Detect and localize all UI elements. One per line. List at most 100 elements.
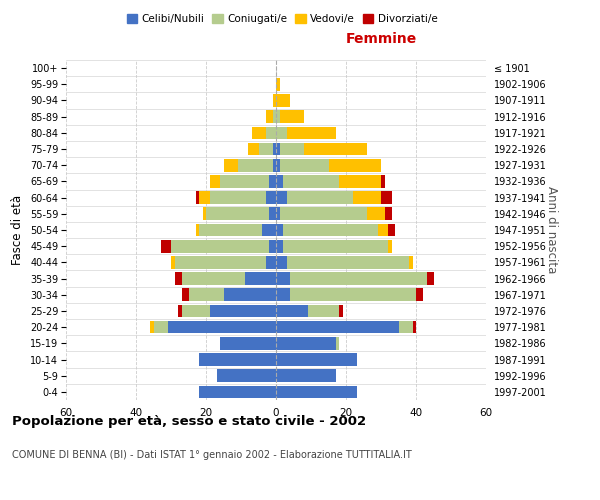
- Bar: [287, 126, 335, 139]
- Bar: [283, 240, 388, 252]
- Bar: [182, 288, 188, 301]
- Bar: [427, 272, 433, 285]
- Bar: [269, 175, 276, 188]
- Bar: [276, 370, 335, 382]
- Y-axis label: Anni di nascita: Anni di nascita: [545, 186, 557, 274]
- Bar: [199, 386, 276, 398]
- Bar: [206, 208, 269, 220]
- Bar: [269, 240, 276, 252]
- Bar: [329, 159, 381, 172]
- Bar: [199, 353, 276, 366]
- Bar: [276, 192, 287, 204]
- Bar: [381, 192, 392, 204]
- Bar: [304, 142, 367, 156]
- Bar: [262, 224, 276, 236]
- Text: Popolazione per età, sesso e stato civile - 2002: Popolazione per età, sesso e stato civil…: [12, 415, 366, 428]
- Bar: [276, 110, 280, 123]
- Bar: [290, 288, 416, 301]
- Bar: [175, 256, 265, 268]
- Bar: [209, 304, 276, 318]
- Bar: [150, 321, 154, 334]
- Bar: [182, 304, 209, 318]
- Bar: [276, 272, 290, 285]
- Bar: [182, 272, 245, 285]
- Bar: [385, 208, 392, 220]
- Bar: [272, 159, 276, 172]
- Bar: [167, 321, 276, 334]
- Bar: [223, 159, 238, 172]
- Bar: [265, 256, 276, 268]
- Bar: [290, 272, 427, 285]
- Bar: [265, 192, 276, 204]
- Bar: [276, 256, 287, 268]
- Bar: [388, 224, 395, 236]
- Bar: [265, 110, 272, 123]
- Bar: [377, 224, 388, 236]
- Bar: [276, 240, 283, 252]
- Bar: [248, 142, 259, 156]
- Bar: [276, 288, 290, 301]
- Bar: [398, 321, 413, 334]
- Bar: [276, 94, 290, 107]
- Bar: [220, 337, 276, 349]
- Bar: [339, 175, 381, 188]
- Bar: [276, 175, 283, 188]
- Bar: [196, 192, 199, 204]
- Bar: [259, 142, 272, 156]
- Bar: [283, 224, 377, 236]
- Bar: [276, 224, 283, 236]
- Bar: [175, 272, 182, 285]
- Text: COMUNE DI BENNA (BI) - Dati ISTAT 1° gennaio 2002 - Elaborazione TUTTITALIA.IT: COMUNE DI BENNA (BI) - Dati ISTAT 1° gen…: [12, 450, 412, 460]
- Bar: [335, 337, 339, 349]
- Bar: [283, 175, 339, 188]
- Bar: [381, 175, 385, 188]
- Bar: [276, 337, 335, 349]
- Bar: [238, 159, 272, 172]
- Bar: [287, 192, 353, 204]
- Bar: [269, 208, 276, 220]
- Bar: [196, 224, 199, 236]
- Bar: [280, 142, 304, 156]
- Bar: [308, 304, 339, 318]
- Bar: [154, 321, 167, 334]
- Text: Femmine: Femmine: [346, 32, 416, 46]
- Bar: [203, 208, 206, 220]
- Bar: [209, 175, 220, 188]
- Y-axis label: Fasce di età: Fasce di età: [11, 195, 25, 265]
- Bar: [280, 159, 329, 172]
- Bar: [251, 126, 265, 139]
- Legend: Celibi/Nubili, Coniugati/e, Vedovi/e, Divorziati/e: Celibi/Nubili, Coniugati/e, Vedovi/e, Di…: [122, 10, 442, 29]
- Bar: [188, 288, 223, 301]
- Bar: [178, 304, 182, 318]
- Bar: [416, 288, 423, 301]
- Bar: [280, 208, 367, 220]
- Bar: [272, 94, 276, 107]
- Bar: [409, 256, 413, 268]
- Bar: [217, 370, 276, 382]
- Bar: [223, 288, 276, 301]
- Bar: [276, 208, 280, 220]
- Bar: [388, 240, 392, 252]
- Bar: [199, 192, 209, 204]
- Bar: [272, 142, 276, 156]
- Bar: [339, 304, 343, 318]
- Bar: [209, 192, 265, 204]
- Bar: [272, 110, 276, 123]
- Bar: [276, 126, 287, 139]
- Bar: [245, 272, 276, 285]
- Bar: [276, 353, 356, 366]
- Bar: [265, 126, 276, 139]
- Bar: [161, 240, 171, 252]
- Bar: [276, 321, 398, 334]
- Bar: [171, 240, 269, 252]
- Bar: [276, 159, 280, 172]
- Bar: [171, 256, 175, 268]
- Bar: [276, 304, 308, 318]
- Bar: [220, 175, 269, 188]
- Bar: [413, 321, 416, 334]
- Bar: [276, 386, 356, 398]
- Bar: [276, 142, 280, 156]
- Bar: [353, 192, 381, 204]
- Bar: [367, 208, 385, 220]
- Bar: [280, 110, 304, 123]
